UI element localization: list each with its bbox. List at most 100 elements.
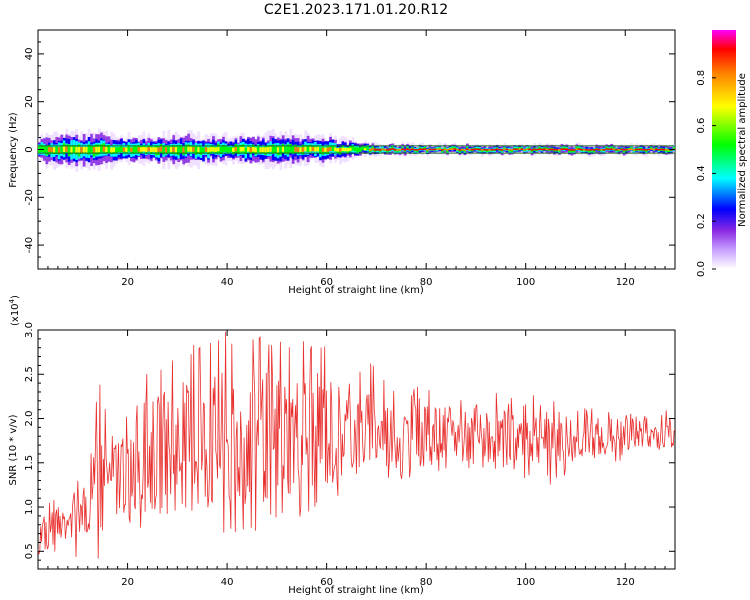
spectrogram-cell <box>47 147 51 152</box>
spectrogram-cell <box>159 146 163 152</box>
spectrogram-cell <box>42 147 46 152</box>
spectrogram-cell <box>468 148 472 151</box>
spectrogram-cell <box>622 149 626 151</box>
spectrogram-cell <box>169 147 173 153</box>
colorbar-label: Normalized spectral amplitude <box>737 73 748 227</box>
colorbar: 0.0 0.2 0.4 0.6 0.8 Normalized spectral ampl… <box>696 30 748 277</box>
spectrogram-cell <box>281 146 285 152</box>
colorbar-gradient <box>712 30 736 269</box>
spectrogram-cell <box>592 149 596 153</box>
spectrogram-cell <box>137 147 141 152</box>
spectrogram-cell <box>95 146 99 153</box>
spectrogram-cell <box>321 147 325 152</box>
spectrogram-cell <box>515 148 519 151</box>
spectrogram-cell <box>545 148 549 151</box>
spectrogram-cell <box>463 149 467 151</box>
spectrogram-cell <box>251 146 255 152</box>
spectrogram-cell <box>304 146 308 152</box>
spectrogram-cell <box>299 147 303 153</box>
spectrogram-cell <box>187 146 191 152</box>
spectrogram-cell <box>326 147 330 152</box>
spectrogram-cell <box>451 148 454 150</box>
snr-y-ticks: 0.5 1.0 1.5 2.0 2.5 3.0 <box>24 322 675 561</box>
spectrogram-cell <box>456 148 459 151</box>
spectrogram-cell <box>57 147 61 153</box>
spectrogram-cell <box>570 149 574 151</box>
spectrogram-cell <box>301 147 305 152</box>
spectrogram-cell <box>199 147 203 153</box>
spectrogram-cell <box>259 147 263 153</box>
spectrogram-y-ticks: 40 20 0 -20 -40 <box>24 41 675 258</box>
spectrogram-cell <box>592 149 596 151</box>
spectrogram-cell <box>274 147 278 153</box>
spectrogram-cell <box>600 148 604 151</box>
spectrogram-cell <box>640 148 644 151</box>
spectrogram-cell <box>117 147 121 152</box>
spectrogram-cell <box>550 148 554 151</box>
spectrogram-cell <box>498 148 502 151</box>
spectrogram-cell <box>426 149 430 151</box>
spectrogram-cell <box>77 146 81 153</box>
colorbar-tick-label: 0.8 <box>696 70 707 86</box>
spectrogram-cell <box>587 149 591 153</box>
spectrogram-cell <box>182 147 186 153</box>
spectrogram-cell <box>316 147 320 152</box>
x-tick-label: 80 <box>420 577 433 588</box>
spectrogram-cell <box>62 146 66 153</box>
spectrogram-cell <box>80 146 84 153</box>
spectrogram-cell <box>632 148 636 151</box>
spectrogram-cell <box>667 148 671 151</box>
spectrogram-cell <box>518 148 522 151</box>
x-tick-label: 100 <box>516 277 535 288</box>
spectrogram-cell <box>242 146 245 152</box>
spectrogram-cell <box>105 146 109 153</box>
spectrogram-cell <box>426 149 430 152</box>
spectrogram-cell <box>453 148 457 150</box>
spectrogram-cell <box>227 147 230 152</box>
spectrogram-cell <box>548 148 551 151</box>
spectrogram-cell <box>493 148 497 151</box>
spectrogram-cell <box>388 148 392 151</box>
spectrogram-cell <box>254 147 258 153</box>
spectrogram-cell <box>361 147 365 151</box>
y-tick-label: 3.0 <box>24 322 35 338</box>
spectrogram-cell <box>202 147 206 153</box>
spectrogram-y-label: Frequency (Hz) <box>8 112 19 188</box>
x-tick-label: 100 <box>516 577 535 588</box>
spectrogram-cell <box>122 147 126 152</box>
spectrogram-cell <box>356 148 360 151</box>
snr-scale-close: ) <box>10 295 21 299</box>
spectrogram-cell <box>264 147 268 153</box>
spectrogram-cell <box>296 147 300 153</box>
spectrogram-cell <box>286 146 290 153</box>
spectrogram-cell <box>433 148 437 151</box>
snr-panel: 20 40 60 80 100 120 0.5 1.0 1.5 2.0 2.5 3.0 Height… <box>8 295 676 596</box>
spectrogram-cell <box>164 147 168 153</box>
spectrogram-cell <box>90 146 94 153</box>
spectrogram-cell <box>237 147 240 152</box>
y-tick-label: 0 <box>24 146 35 152</box>
spectrogram-cell <box>127 147 131 152</box>
snr-x-ticks: 20 40 60 80 100 120 <box>47 330 676 588</box>
spectrogram-cell <box>256 147 260 152</box>
spectrogram-cell <box>140 147 143 152</box>
spectrogram-cell <box>652 148 656 151</box>
spectrogram-cell <box>167 146 171 152</box>
spectrogram-x-label: Height of straight line (km) <box>288 285 424 296</box>
spectrogram-cell <box>535 148 539 151</box>
x-tick-label: 60 <box>320 577 333 588</box>
spectrogram-cell <box>495 148 499 151</box>
spectrogram-cell <box>662 148 666 151</box>
spectrogram-cell <box>194 147 198 153</box>
spectrogram-cell <box>587 149 591 151</box>
spectrogram-cell <box>110 147 114 153</box>
snr-x-label: Height of straight line (km) <box>288 585 424 596</box>
spectrogram-cell <box>595 148 599 151</box>
spectrogram-cell <box>416 148 420 151</box>
spectrogram-cell <box>97 146 101 153</box>
y-tick-label: 0.5 <box>24 543 35 559</box>
spectrogram-cell <box>553 148 556 151</box>
spectrogram-cell <box>568 149 571 153</box>
snr-series-line <box>38 331 675 559</box>
